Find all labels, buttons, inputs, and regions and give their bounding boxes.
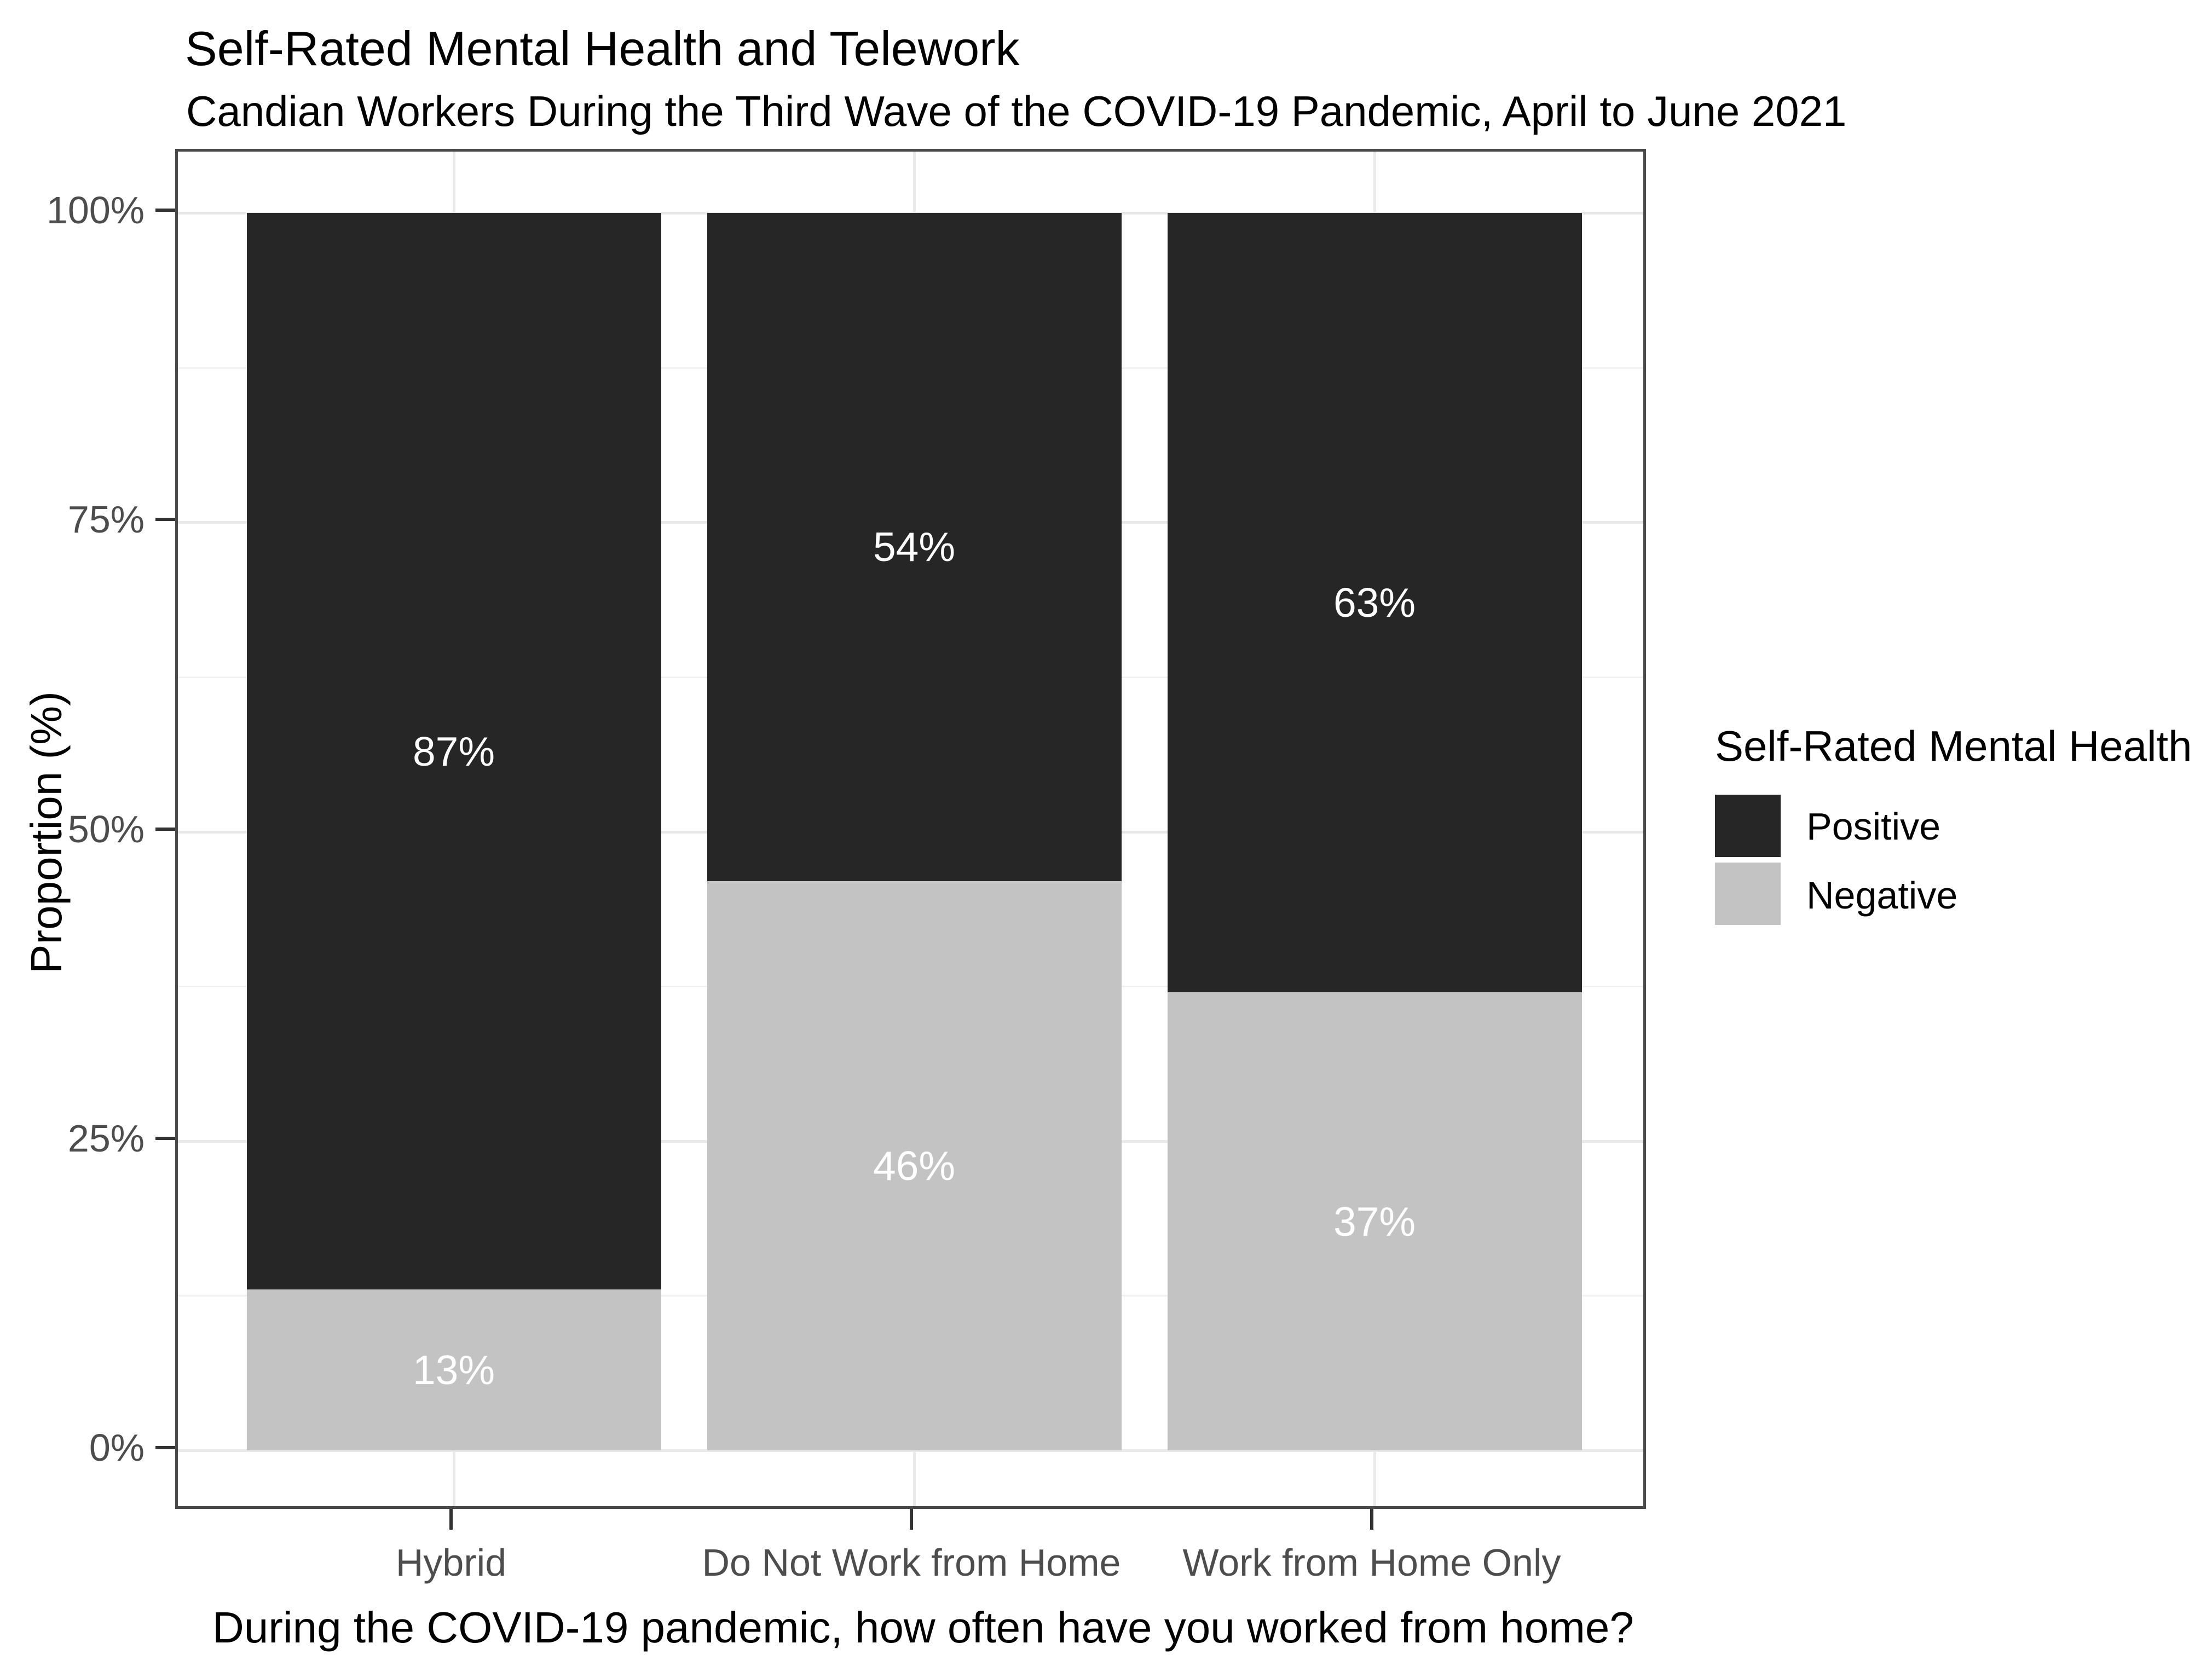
y-axis-tick bbox=[155, 518, 175, 522]
chart-subtitle: Candian Workers During the Third Wave of… bbox=[186, 87, 1847, 135]
legend-title: Self-Rated Mental Health bbox=[1715, 722, 2192, 770]
chart-title: Self-Rated Mental Health and Telework bbox=[185, 21, 1020, 76]
bar-negative-segment bbox=[246, 1289, 661, 1450]
y-tick-label: 50% bbox=[67, 807, 145, 851]
legend-label-positive: Positive bbox=[1806, 805, 1941, 848]
bar-negative-value-label: 46% bbox=[873, 1142, 956, 1189]
y-axis-tick bbox=[155, 1446, 175, 1449]
x-axis-tick bbox=[910, 1509, 913, 1530]
y-tick-label: 75% bbox=[67, 498, 145, 541]
legend-key-negative bbox=[1715, 863, 1781, 925]
y-tick-label: 0% bbox=[89, 1426, 145, 1469]
bar-positive-segment bbox=[1167, 213, 1582, 993]
x-axis-caption: During the COVID-19 pandemic, how often … bbox=[212, 1603, 1634, 1652]
x-axis-tick bbox=[449, 1509, 453, 1530]
x-axis-tick bbox=[1370, 1509, 1373, 1530]
legend-label-negative: Negative bbox=[1806, 874, 1958, 917]
bar-negative-segment bbox=[1167, 992, 1582, 1450]
bar-negative-value-label: 13% bbox=[412, 1347, 495, 1393]
plot-panel: 87% 13% 54% 46% 63% 37% bbox=[175, 149, 1646, 1509]
bar-negative-segment bbox=[707, 881, 1122, 1450]
gridline-major-horizontal bbox=[178, 1449, 1643, 1452]
y-axis-tick bbox=[155, 209, 175, 212]
y-tick-label: 25% bbox=[67, 1116, 145, 1160]
bar-positive-value-label: 87% bbox=[412, 728, 495, 774]
bar-negative-value-label: 37% bbox=[1333, 1198, 1416, 1245]
bar-positive-segment bbox=[246, 213, 661, 1290]
x-tick-label: Do Not Work from Home bbox=[702, 1541, 1121, 1584]
x-tick-label: Work from Home Only bbox=[1182, 1541, 1561, 1584]
bar-positive-value-label: 63% bbox=[1333, 580, 1416, 626]
x-tick-label: Hybrid bbox=[395, 1541, 507, 1584]
y-axis-tick bbox=[155, 827, 175, 831]
y-axis-tick bbox=[155, 1136, 175, 1140]
legend-key-positive bbox=[1715, 795, 1781, 857]
bar-positive-segment bbox=[707, 213, 1122, 881]
bar-positive-value-label: 54% bbox=[873, 524, 956, 570]
y-tick-label: 100% bbox=[46, 189, 145, 232]
